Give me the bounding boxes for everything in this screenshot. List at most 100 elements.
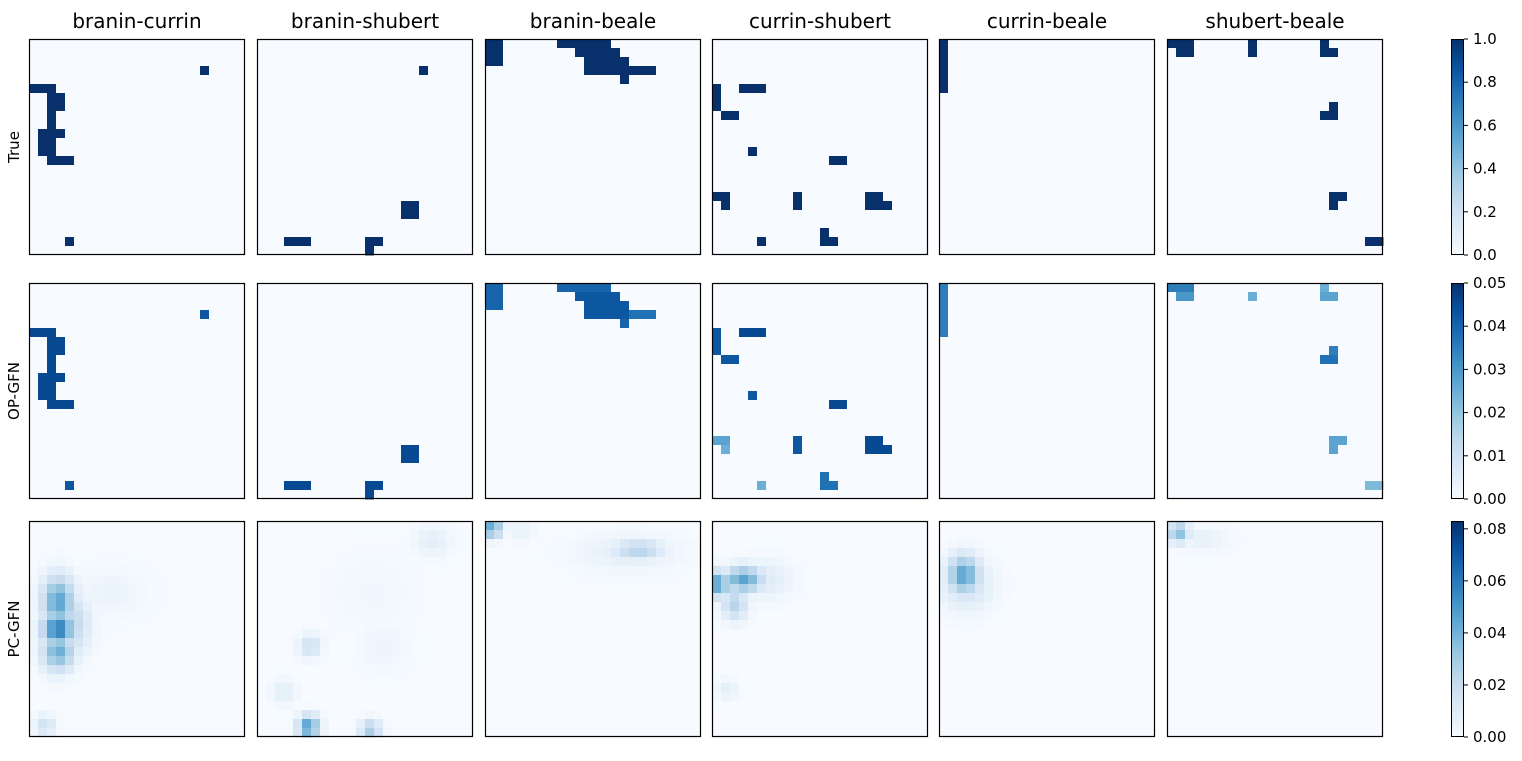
heatmap-cell <box>566 292 576 302</box>
heatmap-cell <box>329 391 339 401</box>
heatmap-cell <box>392 102 402 112</box>
heatmap-cell <box>209 490 219 500</box>
heatmap-cell <box>191 138 201 148</box>
heatmap-cell <box>512 201 522 211</box>
heatmap-cell <box>236 409 246 419</box>
heatmap-cell <box>119 445 129 455</box>
heatmap-cell <box>164 102 174 112</box>
heatmap-cell <box>137 237 147 247</box>
heatmap-cell <box>939 129 949 139</box>
heatmap-cell <box>374 57 384 67</box>
heatmap-cell <box>638 210 648 220</box>
heatmap-cell <box>257 183 267 193</box>
heatmap-cell <box>74 219 84 229</box>
heatmap-cell <box>1320 75 1330 85</box>
heatmap-cell <box>356 147 366 157</box>
heatmap-cell <box>284 165 294 175</box>
heatmap-cell <box>227 445 237 455</box>
heatmap-cell <box>428 129 438 139</box>
heatmap-cell <box>1338 156 1348 166</box>
heatmap-cell <box>437 219 447 229</box>
heatmap-cell <box>56 174 66 184</box>
heatmap-cell <box>236 364 246 374</box>
heatmap-cell <box>257 481 267 491</box>
heatmap-cell <box>137 400 147 410</box>
heatmap-cell <box>512 75 522 85</box>
heatmap-cell <box>374 355 384 365</box>
heatmap-cell <box>975 102 985 112</box>
heatmap-cell <box>1284 174 1294 184</box>
heatmap-cell <box>101 472 111 482</box>
heatmap-cell <box>464 120 474 130</box>
heatmap-cell <box>173 192 183 202</box>
heatmap-cell <box>1221 39 1231 49</box>
heatmap-cell <box>455 301 465 311</box>
heatmap-cell <box>611 210 621 220</box>
heatmap-cell <box>464 427 474 437</box>
heatmap-cell <box>227 39 237 49</box>
heatmap-cell <box>721 201 731 211</box>
heatmap-cell <box>856 48 866 58</box>
heatmap-cell <box>1356 147 1366 157</box>
heatmap-cell <box>173 463 183 473</box>
heatmap-cell <box>811 138 821 148</box>
heatmap-cell <box>575 246 585 256</box>
heatmap-cell <box>739 48 749 58</box>
heatmap-cell <box>539 165 549 175</box>
heatmap-cell <box>200 337 210 347</box>
heatmap-cell <box>47 409 57 419</box>
heatmap-cell <box>128 165 138 175</box>
heatmap-cell <box>892 84 902 94</box>
heatmap-cell <box>320 84 330 94</box>
heatmap-cell <box>1347 246 1357 256</box>
heatmap-cell <box>1230 39 1240 49</box>
heatmap-cell <box>593 219 603 229</box>
heatmap-cell <box>83 301 93 311</box>
heatmap-cell <box>320 201 330 211</box>
heatmap-cell <box>29 138 39 148</box>
heatmap-cell <box>455 48 465 58</box>
heatmap-cell <box>620 84 630 94</box>
heatmap-cell <box>1338 39 1348 49</box>
heatmap-cell <box>1119 129 1129 139</box>
heatmap-cell <box>92 346 102 356</box>
heatmap-cell <box>347 337 357 347</box>
heatmap-cell <box>683 328 693 338</box>
heatmap-cell <box>993 93 1003 103</box>
heatmap-cell <box>173 183 183 193</box>
heatmap-cell <box>1302 228 1312 238</box>
heatmap-cell <box>1038 201 1048 211</box>
heatmap-cell <box>919 120 929 130</box>
heatmap-cell <box>593 301 603 311</box>
heatmap-cell <box>829 147 839 157</box>
heatmap-cell <box>575 201 585 211</box>
heatmap-cell <box>1203 237 1213 247</box>
heatmap-cell <box>757 183 767 193</box>
heatmap-cell <box>665 57 675 67</box>
heatmap-cell <box>65 57 75 67</box>
heatmap-cell <box>437 463 447 473</box>
heatmap-cell <box>293 228 303 238</box>
heatmap-cell <box>119 219 129 229</box>
heatmap-cell <box>966 201 976 211</box>
heatmap-cell <box>548 48 558 58</box>
heatmap-cell <box>437 75 447 85</box>
heatmap-cell <box>302 84 312 94</box>
heatmap-cell <box>530 328 540 338</box>
heatmap-cell <box>829 210 839 220</box>
heatmap-cell <box>665 319 675 329</box>
heatmap-cell <box>74 373 84 383</box>
heatmap-cell <box>182 48 192 58</box>
heatmap-cell <box>793 183 803 193</box>
heatmap-cell <box>209 481 219 491</box>
heatmap-cell <box>1020 192 1030 202</box>
heatmap-cell <box>419 310 429 320</box>
heatmap-cell <box>1203 165 1213 175</box>
heatmap-cell <box>919 201 929 211</box>
heatmap-cell <box>1146 75 1156 85</box>
heatmap-cell <box>1194 102 1204 112</box>
heatmap-cell <box>683 147 693 157</box>
heatmap-cell <box>356 174 366 184</box>
heatmap-cell <box>419 382 429 392</box>
heatmap-cell <box>65 75 75 85</box>
